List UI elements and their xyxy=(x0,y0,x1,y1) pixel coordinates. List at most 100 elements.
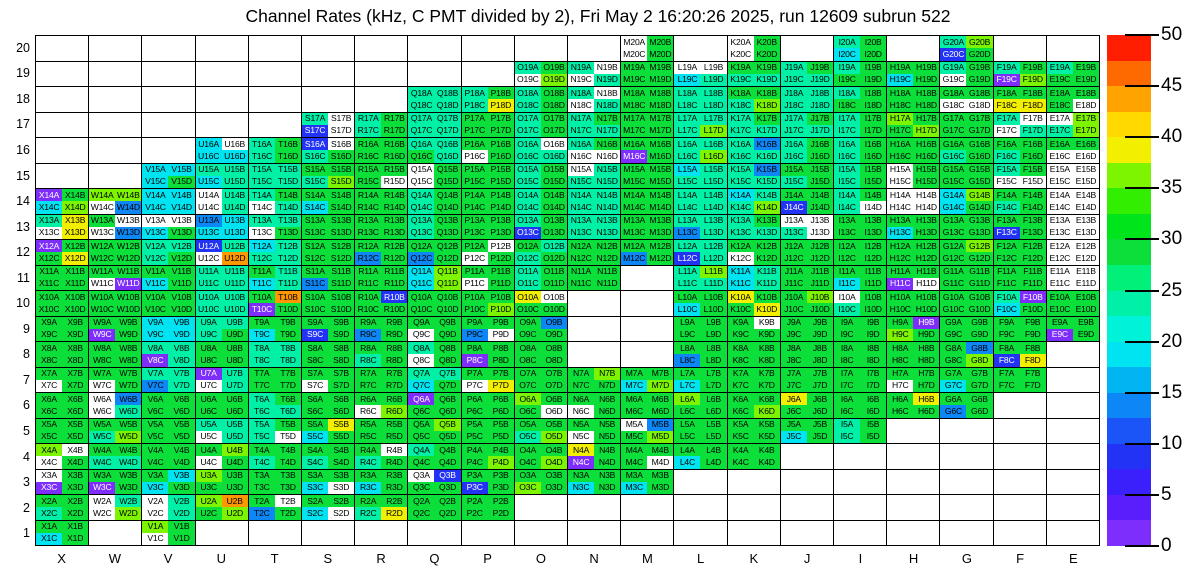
channel-cell-W8D: W8D xyxy=(115,354,142,367)
channel-cell-H11C: H11C xyxy=(887,277,914,290)
channel-cell-J2D xyxy=(806,507,833,520)
channel-cell-W6B: W6B xyxy=(115,393,142,406)
channel-cell-H10C: H10C xyxy=(887,303,914,316)
channel-block-Q4: Q4A Q4B Q4C Q4D xyxy=(408,444,461,469)
channel-cell-K7A: K7A xyxy=(727,367,754,380)
channel-cell-H15B: H15B xyxy=(913,163,940,176)
channel-cell-R7B: R7B xyxy=(381,367,408,380)
colorbar-segment-2 xyxy=(1107,469,1151,495)
channel-cell-R3C: R3C xyxy=(355,481,382,494)
channel-cell-M1A xyxy=(621,520,648,533)
channel-cell-U7D: U7D xyxy=(221,379,248,392)
channel-cell-S17C: S17C xyxy=(302,124,329,137)
channel-cell-Q19A xyxy=(408,61,435,74)
channel-block-L12: L12A L12B L12C L12D xyxy=(674,240,727,265)
channel-cell-I8C: I8C xyxy=(834,354,861,367)
channel-cell-Q4C: Q4C xyxy=(408,456,435,469)
channel-cell-H14D: H14D xyxy=(913,201,940,214)
channel-cell-V3C: V3C xyxy=(142,481,169,494)
channel-cell-R2B: R2B xyxy=(381,495,408,508)
channel-cell-P3A: P3A xyxy=(461,469,488,482)
channel-cell-X4B: X4B xyxy=(62,444,89,457)
channel-cell-X3C: X3C xyxy=(36,481,63,494)
channel-cell-U9B: U9B xyxy=(221,316,248,329)
channel-cell-N3A: N3A xyxy=(568,469,595,482)
channel-cell-H11D: H11D xyxy=(913,277,940,290)
channel-block-S15: S15A S15B S15C S15D xyxy=(302,163,355,188)
channel-cell-L14B: L14B xyxy=(700,189,727,202)
channel-cell-W7A: W7A xyxy=(89,367,116,380)
channel-block-S14: S14A S14B S14C S14D xyxy=(302,189,355,214)
x-tick-label-E: E xyxy=(1069,551,1078,566)
channel-block-S1 xyxy=(302,520,355,545)
channel-block-R2: R2A R2B R2C R2D xyxy=(355,495,408,520)
channel-cell-R1D xyxy=(381,532,408,545)
channel-cell-X18D xyxy=(62,99,89,112)
channel-block-G7: G7A G7B G7C G7D xyxy=(940,367,993,392)
channel-cell-P10C: P10C xyxy=(461,303,488,316)
channel-cell-X17A xyxy=(36,112,63,125)
channel-cell-G9B: G9B xyxy=(966,316,993,329)
channel-cell-G3B xyxy=(966,469,993,482)
channel-cell-F8B: F8B xyxy=(1019,342,1046,355)
channel-cell-F12A: F12A xyxy=(993,240,1020,253)
channel-cell-G11C: G11C xyxy=(940,277,967,290)
channel-cell-Q1C xyxy=(408,532,435,545)
channel-cell-T3C: T3C xyxy=(248,481,275,494)
channel-cell-P17B: P17B xyxy=(487,112,514,125)
channel-block-G8: G8A G8B G8C G8D xyxy=(940,342,993,367)
channel-cell-K20D: K20D xyxy=(753,48,780,61)
channel-block-Q19 xyxy=(408,61,461,86)
channel-cell-I9D: I9D xyxy=(860,328,887,341)
channel-cell-U12A: U12A xyxy=(195,240,222,253)
channel-cell-F19C: F19C xyxy=(993,73,1020,86)
channel-cell-O2D xyxy=(540,507,567,520)
channel-cell-J16A: J16A xyxy=(780,138,807,151)
channel-cell-R6A: R6A xyxy=(355,393,382,406)
channel-cell-P3D: P3D xyxy=(487,481,514,494)
channel-block-X17 xyxy=(36,112,89,137)
channel-block-V10: V10A V10B V10C V10D xyxy=(142,291,195,316)
channel-cell-H2D xyxy=(913,507,940,520)
channel-cell-G20C: G20C xyxy=(940,48,967,61)
channel-cell-X10C: X10C xyxy=(36,303,63,316)
channel-cell-U15A: U15A xyxy=(195,163,222,176)
channel-cell-P14D: P14D xyxy=(487,201,514,214)
channel-block-R5: R5A R5B R5C R5D xyxy=(355,418,408,443)
channel-cell-G5B xyxy=(966,418,993,431)
channel-cell-O19C: O19C xyxy=(514,73,541,86)
channel-cell-R13D: R13D xyxy=(381,226,408,239)
channel-cell-M20A: M20A xyxy=(621,36,648,49)
channel-cell-I18B: I18B xyxy=(860,87,887,100)
channel-cell-W5C: W5C xyxy=(89,430,116,443)
channel-cell-V3B: V3B xyxy=(168,469,195,482)
channel-cell-V2B: V2B xyxy=(168,495,195,508)
channel-cell-L17B: L17B xyxy=(700,112,727,125)
channel-block-P12: P12A P12B P12C P12D xyxy=(461,240,514,265)
channel-cell-L4D: L4D xyxy=(700,456,727,469)
channel-block-N2 xyxy=(568,495,621,520)
channel-cell-R1B xyxy=(381,520,408,533)
channel-block-E12: E12A E12B E12C E12D xyxy=(1046,240,1099,265)
channel-cell-R20C xyxy=(355,48,382,61)
channel-cell-T12D: T12D xyxy=(274,252,301,265)
channel-block-Q9: Q9A Q9B Q9C Q9D xyxy=(408,316,461,341)
channel-cell-P9C: P9C xyxy=(461,328,488,341)
channel-cell-X2D: X2D xyxy=(62,507,89,520)
channel-cell-W2B: W2B xyxy=(115,495,142,508)
channel-cell-W10C: W10C xyxy=(89,303,116,316)
channel-block-N9 xyxy=(568,316,621,341)
channel-cell-S13C: S13C xyxy=(302,226,329,239)
channel-cell-J13A: J13A xyxy=(780,214,807,227)
channel-cell-S20D xyxy=(328,48,355,61)
channel-block-P11: P11A P11B P11C P11D xyxy=(461,265,514,290)
channel-cell-Q20B xyxy=(434,36,461,49)
channel-cell-K13B: K13B xyxy=(753,214,780,227)
channel-cell-U20D xyxy=(221,48,248,61)
channel-cell-P19A xyxy=(461,61,488,74)
channel-cell-R15A: R15A xyxy=(355,163,382,176)
channel-cell-N1B xyxy=(594,520,621,533)
channel-cell-I2C xyxy=(834,507,861,520)
channel-cell-E12A: E12A xyxy=(1046,240,1073,253)
channel-cell-L5A: L5A xyxy=(674,418,701,431)
